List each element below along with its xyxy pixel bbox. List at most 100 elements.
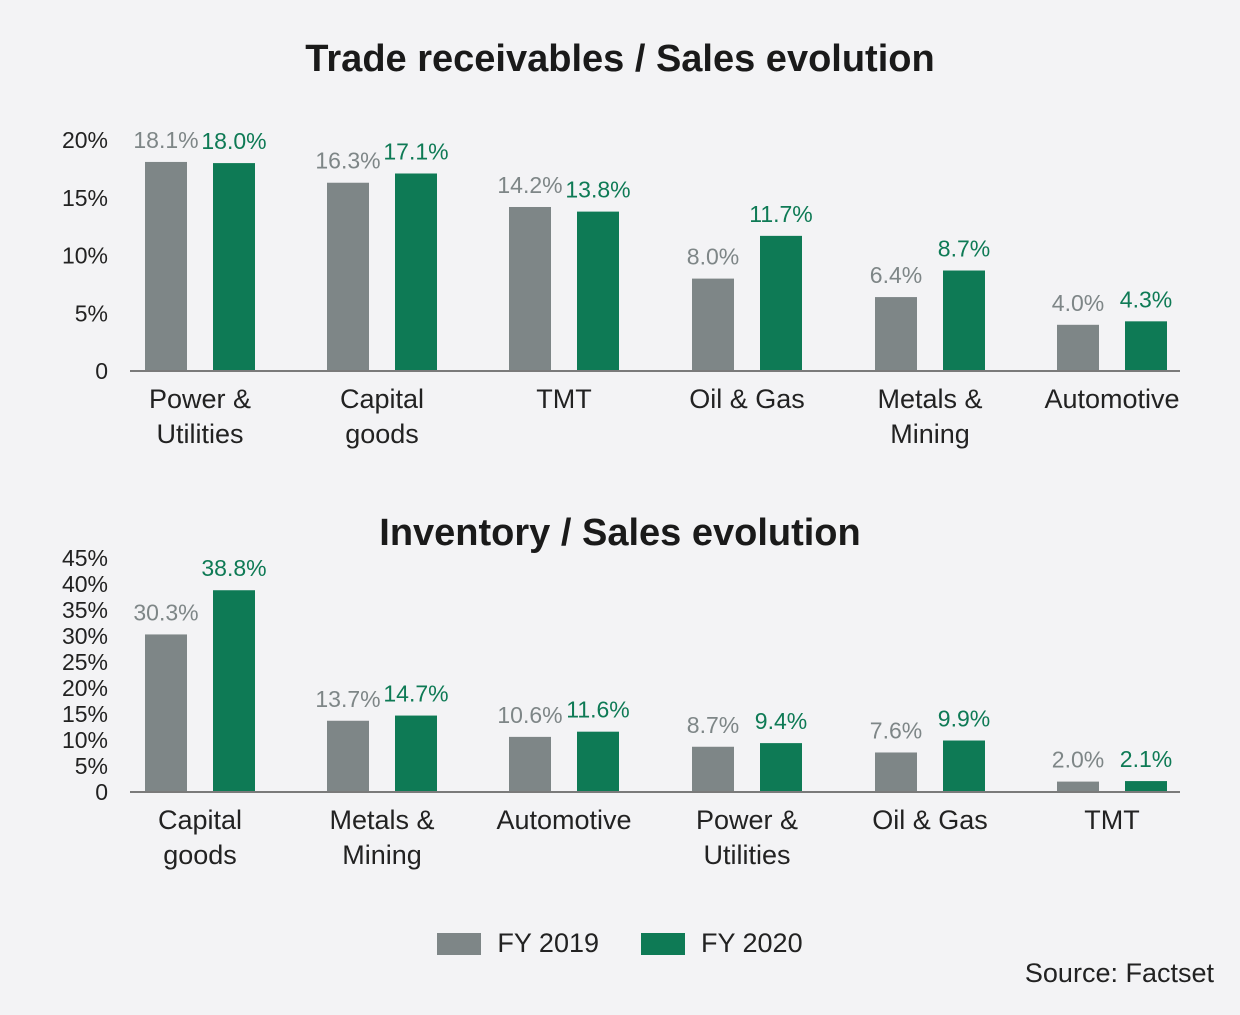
category-label: Automotive bbox=[496, 805, 631, 835]
category-label-line: Automotive bbox=[496, 805, 631, 835]
y-tick-label: 15% bbox=[62, 701, 108, 727]
category-label-line: goods bbox=[345, 419, 419, 449]
data-label: 8.7% bbox=[687, 712, 739, 738]
category-label-line: Oil & Gas bbox=[689, 384, 805, 414]
data-label: 14.7% bbox=[383, 681, 448, 707]
data-label: 18.1% bbox=[133, 127, 198, 153]
chart-title: Inventory / Sales evolution bbox=[379, 512, 861, 554]
category-label-line: Mining bbox=[342, 840, 422, 870]
category-label: Power & Utilities bbox=[149, 384, 251, 449]
y-tick-label: 5% bbox=[75, 753, 108, 779]
bar bbox=[1125, 781, 1167, 792]
category-label: TMT bbox=[536, 384, 591, 414]
bar bbox=[213, 163, 255, 371]
category-label-line: Automotive bbox=[1044, 384, 1179, 414]
data-label: 4.3% bbox=[1120, 286, 1172, 312]
bar bbox=[943, 740, 985, 792]
data-label: 6.4% bbox=[870, 262, 922, 288]
data-label: 14.2% bbox=[497, 172, 562, 198]
category-label: Oil & Gas bbox=[689, 384, 805, 414]
data-label: 9.4% bbox=[755, 708, 807, 734]
bar bbox=[577, 731, 619, 792]
bar bbox=[509, 206, 551, 371]
category-label-line: Metals & bbox=[329, 805, 434, 835]
legend-swatch bbox=[437, 932, 482, 955]
bar bbox=[1057, 781, 1099, 792]
category-label-line: Capital bbox=[158, 805, 242, 835]
bar bbox=[760, 235, 802, 371]
data-label: 13.7% bbox=[315, 686, 380, 712]
bar bbox=[760, 743, 802, 792]
data-label: 9.9% bbox=[938, 706, 990, 732]
bar bbox=[1057, 324, 1099, 371]
category-label-line: Utilities bbox=[156, 419, 243, 449]
category-label-line: TMT bbox=[1084, 805, 1139, 835]
category-label-line: Capital bbox=[340, 384, 424, 414]
trade-receivables-chart: 0 5% 10% 15% 20% 18.1% 16.3% 14.2% 8.0% 6.4% 4.0% 1… bbox=[62, 127, 1180, 449]
category-label-line: Power & bbox=[149, 384, 251, 414]
bar bbox=[577, 211, 619, 371]
data-label: 4.0% bbox=[1052, 290, 1104, 316]
data-label: 2.0% bbox=[1052, 747, 1104, 773]
legend: FY 2019 FY 2020 bbox=[0, 928, 1240, 959]
category-label-line: Metals & bbox=[877, 384, 982, 414]
legend-item-fy2019: FY 2019 bbox=[437, 928, 599, 959]
bar bbox=[692, 278, 734, 371]
bar bbox=[1125, 321, 1167, 371]
chart-title: Trade receivables / Sales evolution bbox=[305, 38, 935, 80]
y-tick-label: 0 bbox=[95, 779, 108, 805]
data-label: 10.6% bbox=[497, 702, 562, 728]
category-label-line: Mining bbox=[890, 419, 970, 449]
category-label: TMT bbox=[1084, 805, 1139, 835]
data-label: 11.7% bbox=[749, 201, 813, 227]
y-tick-label: 0 bbox=[95, 358, 108, 384]
inventory-chart: 05%10%15%20%25%30%35%40%45% 30.3% 13.7% 10.… bbox=[62, 545, 1180, 870]
category-label: Metals & Mining bbox=[877, 384, 982, 449]
bar bbox=[875, 297, 917, 371]
y-tick-label: 30% bbox=[62, 623, 108, 649]
data-label: 2.1% bbox=[1120, 746, 1172, 772]
category-label: Capital goods bbox=[158, 805, 242, 870]
data-label: 17.1% bbox=[383, 138, 448, 164]
bar bbox=[692, 746, 734, 792]
bar bbox=[327, 720, 369, 792]
bar bbox=[395, 715, 437, 792]
data-label: 11.6% bbox=[566, 697, 630, 723]
bar bbox=[145, 161, 187, 371]
category-label-line: TMT bbox=[536, 384, 591, 414]
y-tick-label: 5% bbox=[75, 300, 108, 326]
bar bbox=[395, 173, 437, 371]
data-label: 13.8% bbox=[565, 177, 630, 203]
y-tick-label: 40% bbox=[62, 571, 108, 597]
data-label: 8.7% bbox=[938, 236, 990, 262]
y-tick-label: 35% bbox=[62, 597, 108, 623]
category-label: Capital goods bbox=[340, 384, 424, 449]
source-note: Source: Factset bbox=[1024, 958, 1214, 988]
legend-label: FY 2019 bbox=[497, 928, 599, 958]
category-label: Power & Utilities bbox=[696, 805, 798, 870]
category-label-line: Power & bbox=[696, 805, 798, 835]
data-label: 7.6% bbox=[870, 717, 922, 743]
bar bbox=[509, 736, 551, 792]
bar bbox=[145, 634, 187, 792]
y-tick-label: 10% bbox=[62, 727, 108, 753]
y-tick-label: 45% bbox=[62, 545, 108, 571]
bar bbox=[943, 270, 985, 371]
data-label: 16.3% bbox=[315, 148, 380, 174]
legend-label: FY 2020 bbox=[701, 928, 803, 958]
data-label: 30.3% bbox=[133, 599, 198, 625]
y-tick-label: 10% bbox=[62, 243, 108, 269]
y-tick-label: 15% bbox=[62, 185, 108, 211]
category-label: Automotive bbox=[1044, 384, 1179, 414]
bar bbox=[213, 590, 255, 792]
category-label: Metals & Mining bbox=[329, 805, 434, 870]
bar bbox=[875, 752, 917, 792]
y-tick-label: 25% bbox=[62, 649, 108, 675]
legend-swatch bbox=[641, 932, 685, 955]
data-label: 38.8% bbox=[201, 555, 266, 581]
bar bbox=[327, 182, 369, 371]
data-label: 8.0% bbox=[687, 244, 739, 270]
y-tick-label: 20% bbox=[62, 127, 108, 153]
category-label-line: Oil & Gas bbox=[872, 805, 988, 835]
